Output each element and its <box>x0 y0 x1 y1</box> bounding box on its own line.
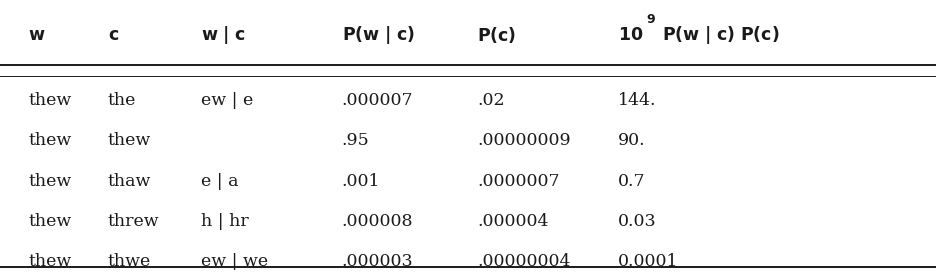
Text: $\mathbf{P(w\ |\ c)\ P(c)}$: $\mathbf{P(w\ |\ c)\ P(c)}$ <box>662 24 780 46</box>
Text: .000003: .000003 <box>342 253 414 270</box>
Text: 90.: 90. <box>618 132 646 149</box>
Text: $\mathbf{c}$: $\mathbf{c}$ <box>108 27 119 44</box>
Text: the: the <box>108 92 136 109</box>
Text: 144.: 144. <box>618 92 656 109</box>
Text: .0000007: .0000007 <box>477 173 560 190</box>
Text: .00000009: .00000009 <box>477 132 571 149</box>
Text: .000008: .000008 <box>342 213 413 230</box>
Text: ew | e: ew | e <box>201 92 254 109</box>
Text: threw: threw <box>108 213 159 230</box>
Text: 0.03: 0.03 <box>618 213 656 230</box>
Text: thew: thew <box>108 132 151 149</box>
Text: thwe: thwe <box>108 253 151 270</box>
Text: thew: thew <box>28 213 71 230</box>
Text: $\mathbf{w}$: $\mathbf{w}$ <box>28 27 46 44</box>
Text: 0.7: 0.7 <box>618 173 646 190</box>
Text: .02: .02 <box>477 92 505 109</box>
Text: $\mathbf{w\ |\ c}$: $\mathbf{w\ |\ c}$ <box>201 24 246 46</box>
Text: $\mathbf{P(w\ |\ c)}$: $\mathbf{P(w\ |\ c)}$ <box>342 24 415 46</box>
Text: $\mathbf{9}$: $\mathbf{9}$ <box>646 13 656 26</box>
Text: ew | we: ew | we <box>201 253 269 270</box>
Text: thaw: thaw <box>108 173 151 190</box>
Text: $\mathbf{P(c)}$: $\mathbf{P(c)}$ <box>477 25 517 45</box>
Text: h | hr: h | hr <box>201 213 249 230</box>
Text: .000007: .000007 <box>342 92 414 109</box>
Text: .001: .001 <box>342 173 380 190</box>
Text: .000004: .000004 <box>477 213 548 230</box>
Text: thew: thew <box>28 92 71 109</box>
Text: .00000004: .00000004 <box>477 253 571 270</box>
Text: e | a: e | a <box>201 173 239 190</box>
Text: thew: thew <box>28 132 71 149</box>
Text: 0.0001: 0.0001 <box>618 253 679 270</box>
Text: thew: thew <box>28 253 71 270</box>
Text: .95: .95 <box>342 132 370 149</box>
Text: thew: thew <box>28 173 71 190</box>
Text: $\mathbf{10}$: $\mathbf{10}$ <box>618 27 643 44</box>
